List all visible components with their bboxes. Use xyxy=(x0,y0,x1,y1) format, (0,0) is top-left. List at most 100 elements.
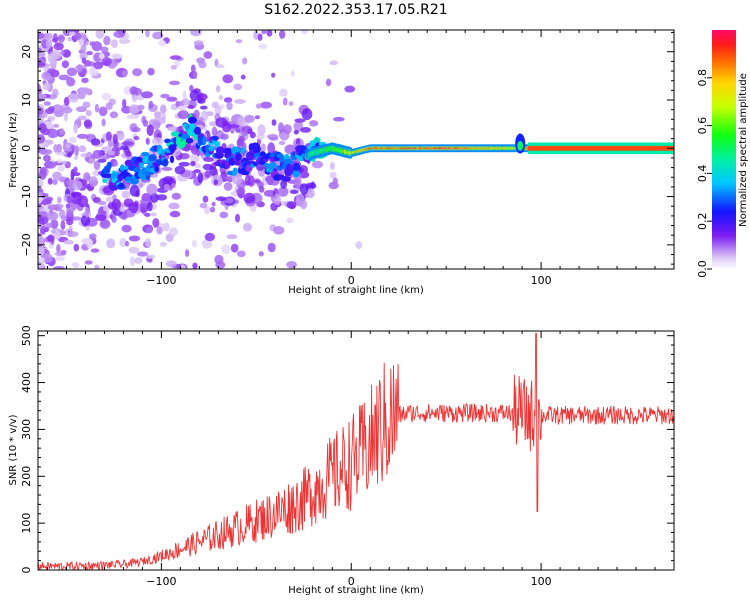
heatmap-cell xyxy=(82,68,88,75)
heatmap-cell xyxy=(121,224,132,233)
heatmap-cell xyxy=(223,182,233,191)
heatmap-cell xyxy=(70,168,75,181)
heatmap-cell xyxy=(110,39,119,48)
heatmap-cell xyxy=(214,141,220,148)
heatmap-cell xyxy=(98,53,105,59)
heatmap-cell xyxy=(66,209,74,221)
heatmap-cell xyxy=(144,212,151,217)
snr-x-label: Height of straight line (km) xyxy=(288,585,424,596)
heatmap-cell xyxy=(129,86,138,95)
heatmap-cell xyxy=(203,157,214,162)
heatmap-cell xyxy=(81,77,89,84)
heatmap-cell xyxy=(90,138,101,146)
heatmap-cell xyxy=(66,67,78,77)
heatmap-cell xyxy=(194,126,201,135)
heatmap-cell xyxy=(329,171,337,180)
heatmap-cell xyxy=(174,165,186,175)
heatmap-cell xyxy=(307,188,315,199)
heatmap-cell xyxy=(223,97,233,103)
heatmap-cell xyxy=(38,152,41,158)
heatmap-cell xyxy=(38,52,46,57)
heatmap-cell xyxy=(355,241,363,250)
heatmap-cell xyxy=(136,157,144,162)
heatmap-cell xyxy=(133,136,140,141)
heatmap-cell xyxy=(141,167,147,176)
heatmap-cell xyxy=(216,85,221,93)
heatmap-cell xyxy=(47,68,57,74)
heatmap-cell xyxy=(145,238,152,248)
heatmap-cell xyxy=(160,104,167,114)
heatmap-cell xyxy=(83,119,92,128)
heatmap-cell xyxy=(158,39,167,47)
heatmap-cell xyxy=(222,74,234,84)
heatmap-cell xyxy=(527,145,674,151)
heatmap-cell xyxy=(67,231,79,238)
heatmap-cell xyxy=(325,78,332,87)
heatmap-cell xyxy=(56,143,62,153)
heatmap-cell xyxy=(167,126,179,132)
heatmap-cell xyxy=(293,179,300,187)
heatmap-cell xyxy=(164,138,171,144)
heatmap-cell xyxy=(38,134,45,144)
chart-title: S162.2022.353.17.05.R21 xyxy=(264,2,447,18)
heatmap-cell xyxy=(249,131,256,139)
heatmap-cell xyxy=(192,262,198,269)
heatmap-cell xyxy=(174,59,181,68)
heatmap-cell xyxy=(235,153,242,162)
heatmap-cell xyxy=(80,215,91,227)
heatmap-cell xyxy=(243,192,256,204)
snr-y-axis: 0 100 200 300 400 500 xyxy=(20,325,674,574)
heatmap-cell xyxy=(111,53,122,59)
heatmap-cell xyxy=(182,90,187,101)
snr-y-label: SNR (10 * v/v) xyxy=(8,414,19,485)
heatmap-cell xyxy=(260,143,266,153)
heatmap-cell xyxy=(79,87,92,95)
heatmap-cell xyxy=(76,133,89,139)
heatmap-cell xyxy=(63,96,70,106)
heatmap-cell xyxy=(215,196,227,202)
heatmap-cell xyxy=(109,111,119,119)
heatmap-cell xyxy=(188,123,196,132)
heatmap-cell xyxy=(45,39,53,48)
heatmap-cell xyxy=(122,70,127,78)
heatmap-cell xyxy=(289,189,299,194)
heatmap-cell xyxy=(152,31,164,40)
heatmap-cell xyxy=(71,144,76,151)
heatmap-cell xyxy=(38,211,48,218)
heatmap-cell xyxy=(88,233,97,239)
heatmap-cell xyxy=(235,213,240,223)
heatmap-cell xyxy=(258,43,268,50)
heatmap-cell xyxy=(178,161,190,167)
snr-x-axis: −100 0 100 xyxy=(46,331,675,588)
heatmap-cell xyxy=(278,122,284,134)
heatmap-cell xyxy=(68,136,77,144)
heatmap-cell xyxy=(102,205,109,212)
heatmap-cell xyxy=(90,248,100,253)
snr-x-tick-label: 0 xyxy=(348,575,355,588)
heatmap-cell xyxy=(290,70,295,77)
heatmap-cell xyxy=(232,169,237,176)
heatmap-cell xyxy=(286,261,297,269)
heatmap-cell xyxy=(301,108,313,121)
heatmap-cell xyxy=(193,40,204,46)
heatmap-cell xyxy=(257,124,266,136)
heatmap-cell xyxy=(203,51,213,59)
heatmap-cell xyxy=(292,164,301,171)
heatmap-cell xyxy=(266,30,273,37)
heatmap-cell xyxy=(231,173,243,185)
heatmap-cell xyxy=(148,154,157,162)
heatmap-cell xyxy=(106,238,116,249)
heatmap-cell xyxy=(47,234,55,242)
heatmap-cell xyxy=(154,165,160,173)
heatmap-cell xyxy=(153,116,165,123)
heatmap-cell xyxy=(72,180,83,191)
heatmap-cell xyxy=(101,57,112,66)
heatmap-cell xyxy=(292,170,300,178)
heatmap-cell xyxy=(240,74,246,80)
heatmap-cell xyxy=(54,229,61,240)
snr-series-line xyxy=(38,332,674,570)
heatmap-cell xyxy=(66,195,73,204)
heatmap-cell xyxy=(282,124,292,134)
heatmap-cell xyxy=(53,109,64,118)
heatmap-cell xyxy=(126,210,132,218)
